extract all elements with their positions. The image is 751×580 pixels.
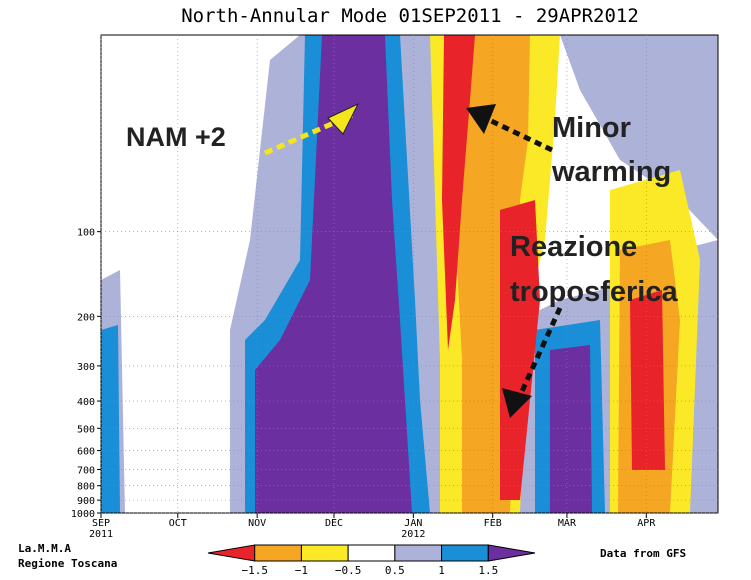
- colorbar-swatch: [207, 544, 256, 562]
- field-red-jan: [442, 35, 475, 350]
- field-red-feb: [500, 200, 540, 500]
- chart-title: North-Annular Mode 01SEP2011 - 29APR2012: [181, 5, 639, 27]
- colorbar-swatch: [394, 544, 443, 562]
- y-tick-label: 800: [77, 482, 95, 493]
- y-tick-label: 300: [77, 362, 95, 373]
- nam-arrow-head: [327, 102, 360, 135]
- y-tick-label: 200: [77, 312, 95, 323]
- reazione-arrow: [515, 306, 563, 402]
- y-tick-label: 900: [77, 496, 95, 507]
- colorbar: −1.5 −1 −0.5 0.5 1 1.5: [207, 544, 536, 577]
- x-tick-label: APR: [637, 518, 656, 529]
- annotation-reazione: Reazione: [510, 231, 637, 263]
- colorbar-label: −0.5: [335, 564, 362, 577]
- colorbar-label: 1: [438, 564, 445, 577]
- x-tick-label: NOV: [248, 518, 266, 529]
- colorbar-swatch: [300, 544, 349, 562]
- y-tick-label: 500: [77, 424, 95, 435]
- field-purple-mar: [550, 345, 592, 513]
- annotation-warming: warming: [551, 156, 671, 188]
- y-tick-label: 700: [77, 465, 95, 476]
- colorbar-label: −1: [295, 564, 308, 577]
- x-tick-label: MAR: [558, 518, 577, 529]
- y-axis: 100 200 300 400 500 600 700 800 900 1000: [71, 228, 718, 520]
- x-tick-sublabel: 2012: [401, 529, 425, 540]
- y-tick-label: 600: [77, 447, 95, 458]
- field-purple-main: [255, 35, 412, 513]
- footer-source: Data from GFS: [600, 547, 686, 560]
- annotation-minor: Minor: [552, 112, 631, 144]
- x-tick-label: FEB: [484, 518, 502, 529]
- annotation-troposferica: troposferica: [510, 276, 678, 308]
- colorbar-swatch: [441, 544, 489, 562]
- y-tick-label: 400: [77, 397, 95, 408]
- colorbar-swatch: [347, 544, 396, 562]
- field-red-apr: [630, 290, 665, 470]
- colorbar-label: 0.5: [385, 564, 405, 577]
- warming-arrow-head: [466, 104, 496, 134]
- footer-regione: Regione Toscana: [18, 557, 117, 570]
- footer-lamma: La.M.M.A: [18, 542, 71, 555]
- x-tick-label: JAN: [404, 518, 422, 529]
- x-tick-label: DEC: [325, 518, 343, 529]
- y-tick-label: 1000: [71, 509, 95, 520]
- colorbar-swatch: [254, 544, 302, 562]
- colorbar-label: 1.5: [478, 564, 498, 577]
- annotation-nam: NAM +2: [126, 122, 226, 152]
- colorbar-label: −1.5: [241, 564, 268, 577]
- x-tick-label: OCT: [169, 518, 187, 529]
- x-tick-label: SEP: [92, 518, 110, 529]
- reazione-arrow-head: [502, 388, 532, 418]
- warming-arrow: [483, 115, 554, 153]
- y-tick-label: 100: [77, 228, 95, 239]
- field-blue-sep: [101, 325, 120, 513]
- shaded-field: [101, 35, 718, 513]
- x-tick-sublabel: 2011: [89, 529, 113, 540]
- colorbar-swatch: [487, 544, 536, 562]
